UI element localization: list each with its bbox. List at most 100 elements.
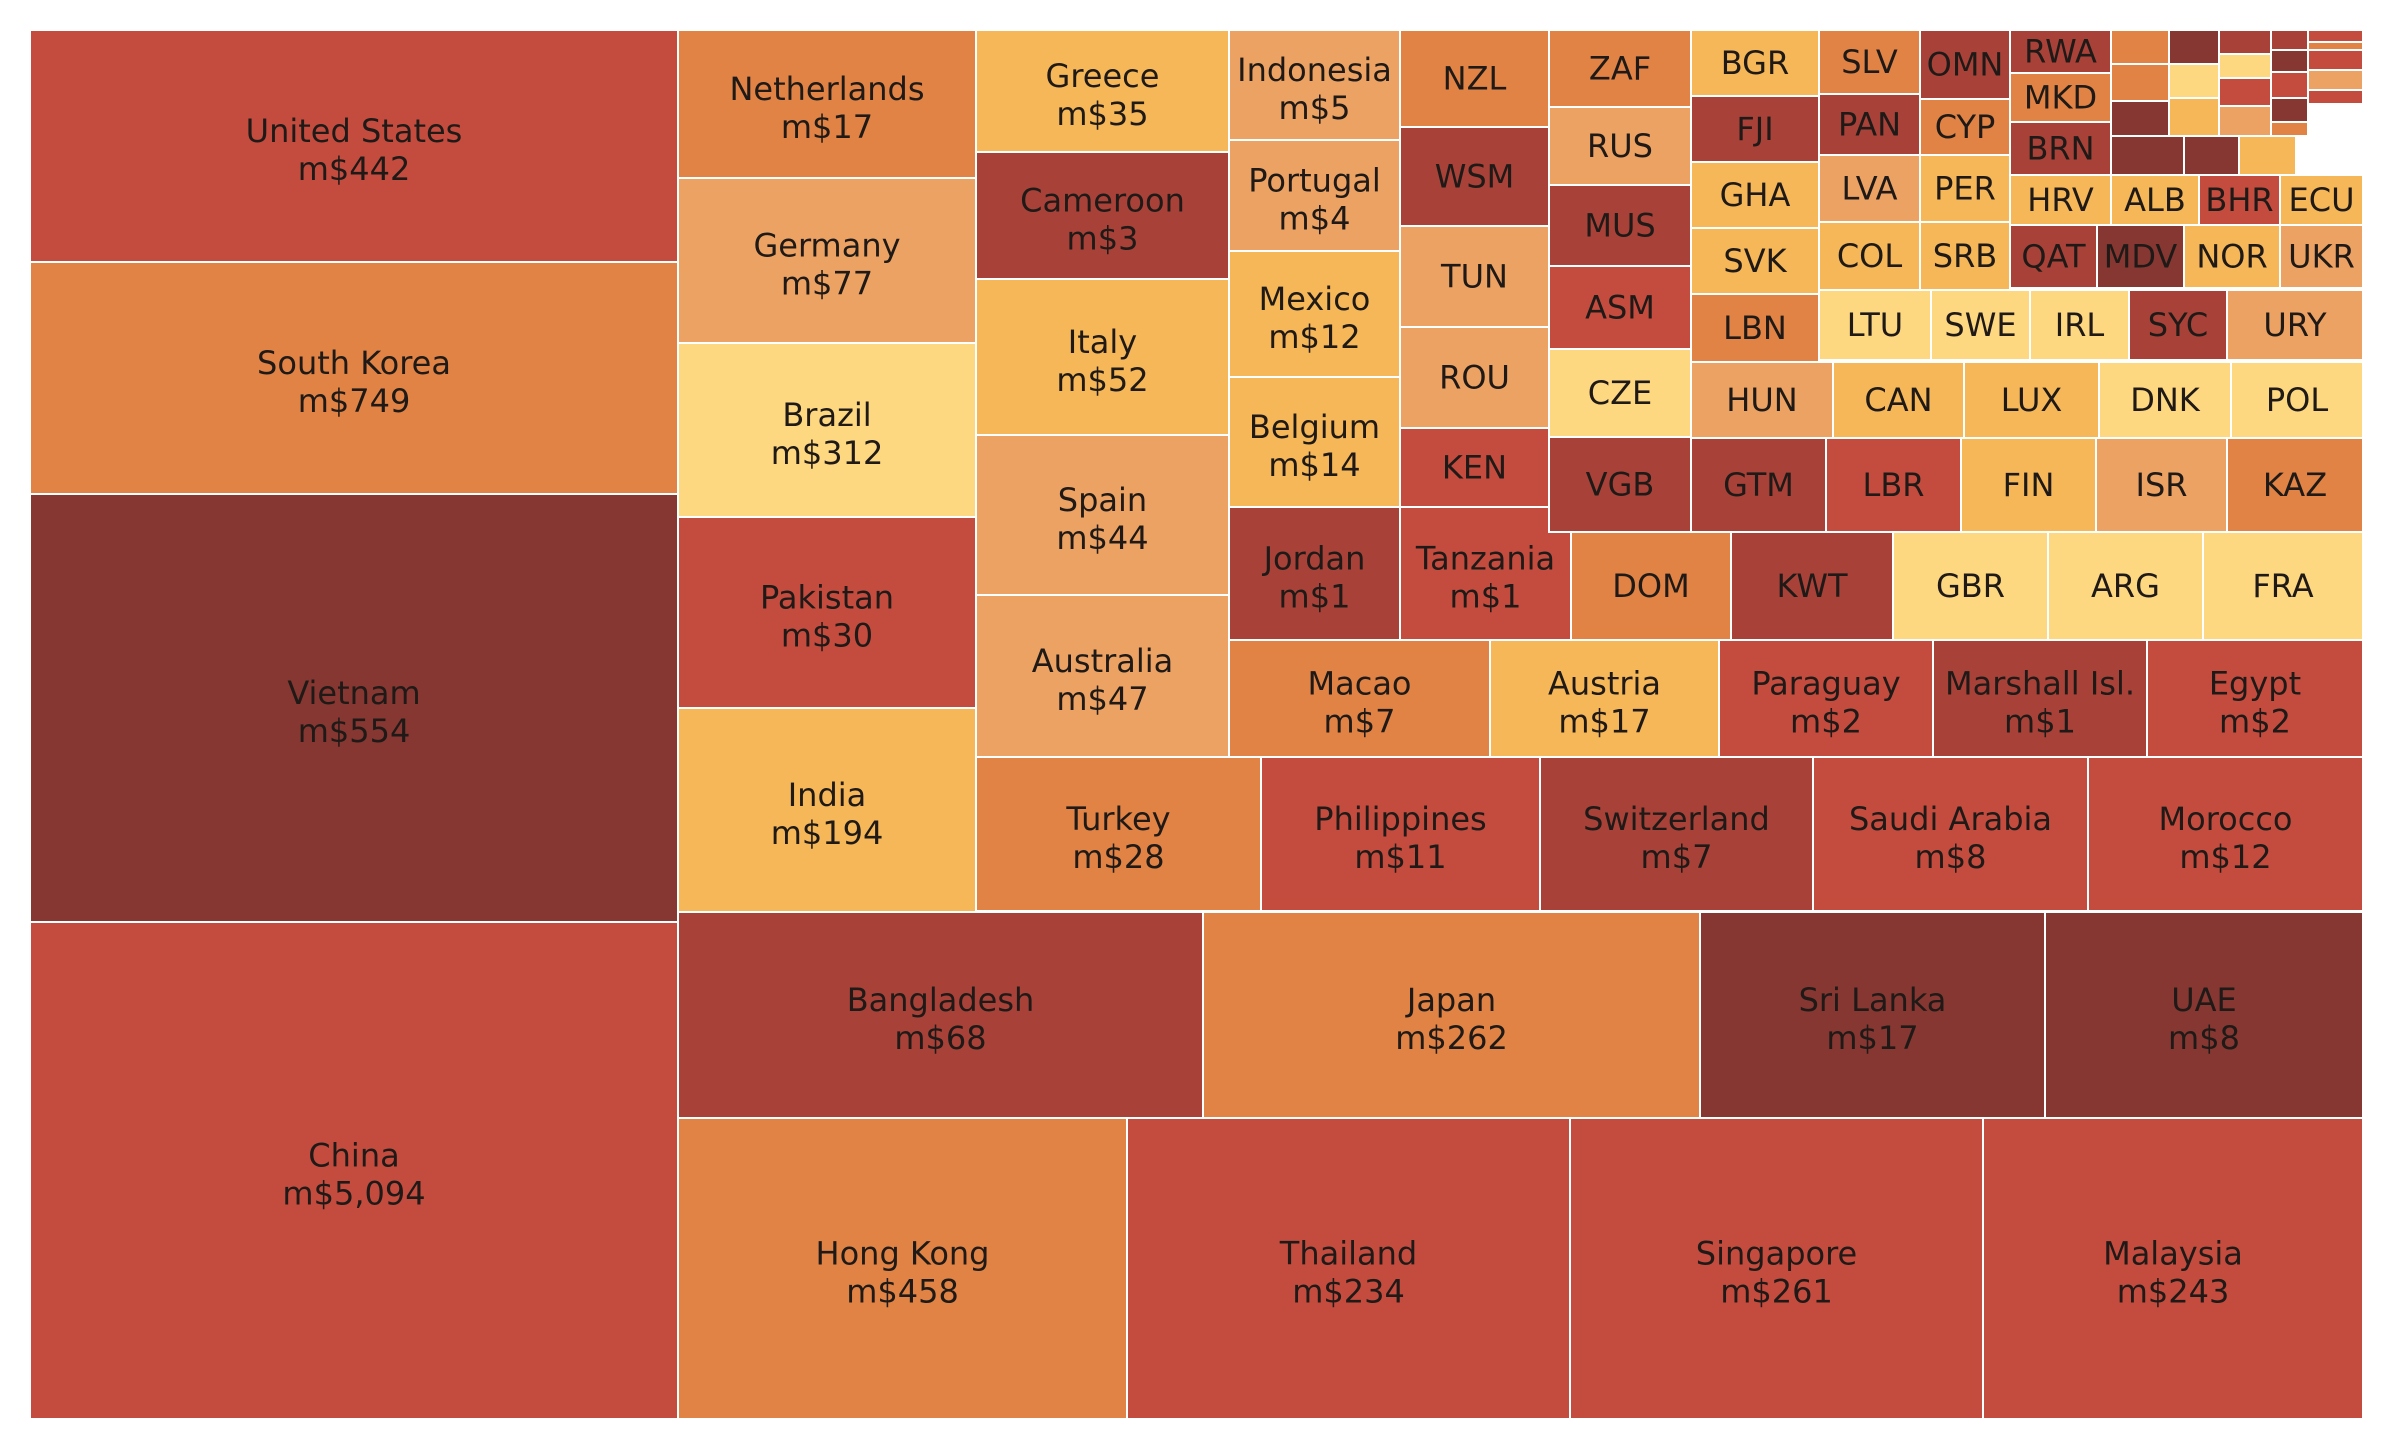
tile-label-kwt: KWT — [1776, 567, 1847, 605]
tile-value-australia: m$47 — [1056, 680, 1148, 718]
tile-label-syc: SYC — [2148, 306, 2208, 344]
tile-label-ury: URY — [2263, 306, 2327, 344]
tile-label-asm: ASM — [1585, 289, 1655, 327]
tile-ury — [2226, 289, 2364, 361]
tile-label-portugal: Portugal — [1248, 162, 1381, 200]
tile-label-fra: FRA — [2252, 567, 2313, 605]
tile-value-thailand: m$234 — [1292, 1273, 1405, 1311]
tile-value-united-states: m$442 — [298, 150, 411, 188]
tile-asm — [1548, 265, 1692, 350]
tile-label-paraguay: Paraguay — [1751, 665, 1900, 703]
tile-label-lva: LVA — [1841, 170, 1897, 208]
tile-label-china: China — [308, 1137, 399, 1175]
tile-vietnam — [29, 493, 679, 923]
tile-mkd — [2009, 72, 2112, 123]
tile-value-cameroon: m$3 — [1067, 220, 1139, 258]
tile-tile-107 — [2168, 97, 2220, 137]
tile-label-cyp: CYP — [1935, 108, 1996, 146]
tile-pakistan — [677, 516, 977, 709]
tile-fra — [2202, 531, 2364, 641]
tile-tile-112 — [2270, 121, 2309, 137]
tile-label-fji: FJI — [1736, 110, 1773, 148]
tile-malaysia — [1982, 1117, 2364, 1420]
tile-switzerland — [1539, 756, 1814, 912]
tile-alb — [2110, 174, 2200, 226]
tile-label-morocco: Morocco — [2159, 800, 2293, 838]
tile-label-tanzania: Tanzania — [1415, 540, 1555, 578]
tile-label-gtm: GTM — [1723, 466, 1794, 504]
tile-value-philippines: m$11 — [1354, 838, 1446, 876]
tile-value-china: m$5,094 — [282, 1175, 425, 1213]
tile-value-belgium: m$14 — [1268, 446, 1360, 484]
tile-value-hong-kong: m$458 — [846, 1273, 959, 1311]
tile-paraguay — [1718, 639, 1934, 758]
tile-label-uae: UAE — [2171, 981, 2237, 1019]
tile-label-mdv: MDV — [2104, 238, 2178, 276]
tile-label-switzerland: Switzerland — [1583, 800, 1770, 838]
tile-label-hong-kong: Hong Kong — [816, 1235, 990, 1273]
tile-label-cze: CZE — [1588, 374, 1652, 412]
tile-macao — [1228, 639, 1491, 758]
tile-label-brn: BRN — [2026, 130, 2094, 168]
tile-label-bhr: BHR — [2205, 181, 2273, 219]
tile-value-jordan: m$1 — [1279, 578, 1351, 616]
tile-belgium — [1228, 376, 1401, 508]
tile-rus — [1548, 106, 1692, 186]
tile-label-wsm: WSM — [1435, 158, 1515, 196]
tile-label-rus: RUS — [1587, 127, 1653, 165]
tile-tanzania — [1399, 506, 1572, 641]
tile-label-vgb: VGB — [1586, 466, 1655, 504]
tile-tile-99 — [2168, 63, 2220, 99]
tile-value-turkey: m$28 — [1072, 838, 1164, 876]
tile-label-ukr: UKR — [2288, 238, 2355, 276]
tile-label-belgium: Belgium — [1249, 408, 1380, 446]
tile-label-nor: NOR — [2196, 238, 2267, 276]
tile-tile-97 — [2307, 29, 2364, 43]
tile-label-turkey: Turkey — [1065, 800, 1170, 838]
tile-italy — [975, 278, 1230, 436]
tile-united-states — [29, 29, 679, 263]
tile-swe — [1930, 289, 2031, 361]
tile-tile-103 — [2307, 49, 2364, 71]
tile-label-greece: Greece — [1046, 57, 1160, 95]
tile-qat — [2009, 224, 2098, 289]
tile-cze — [1548, 348, 1692, 438]
tile-label-bangladesh: Bangladesh — [847, 981, 1035, 1019]
tile-mexico — [1228, 250, 1401, 378]
tile-egypt — [2146, 639, 2364, 758]
tile-kaz — [2226, 437, 2364, 533]
tile-label-lbn: LBN — [1723, 309, 1787, 347]
tile-lbn — [1690, 293, 1820, 363]
tile-label-lux: LUX — [2001, 381, 2063, 419]
tile-irl — [2029, 289, 2130, 361]
tile-thailand — [1126, 1117, 1571, 1420]
tile-label-mexico: Mexico — [1259, 280, 1371, 318]
tile-tile-93 — [2110, 29, 2170, 65]
tile-label-thailand: Thailand — [1279, 1235, 1417, 1273]
tile-label-gha: GHA — [1720, 176, 1791, 214]
tile-tile-111 — [2218, 105, 2272, 137]
tile-tile-100 — [2218, 53, 2272, 79]
tile-label-philippines: Philippines — [1314, 800, 1486, 838]
tile-label-col: COL — [1837, 237, 1903, 275]
tile-tile-98 — [2110, 63, 2170, 102]
tile-label-japan: Japan — [1405, 981, 1496, 1019]
tile-tile-110 — [2307, 89, 2364, 105]
tile-value-indonesia: m$5 — [1279, 89, 1351, 127]
tile-ukr — [2279, 224, 2364, 289]
tile-pol — [2230, 361, 2364, 439]
tile-label-dom: DOM — [1612, 567, 1689, 605]
tile-label-sri-lanka: Sri Lanka — [1799, 981, 1947, 1019]
tile-ken — [1399, 427, 1550, 508]
tile-tile-104 — [2270, 71, 2309, 99]
tile-label-saudi-arabia: Saudi Arabia — [1849, 800, 2052, 838]
tile-label-macao: Macao — [1308, 665, 1412, 703]
tile-value-egypt: m$2 — [2219, 703, 2291, 741]
tile-label-alb: ALB — [2124, 181, 2186, 219]
tile-label-isr: ISR — [2136, 466, 2188, 504]
tile-label-united-states: United States — [246, 112, 463, 150]
tile-label-germany: Germany — [753, 227, 900, 265]
tile-label-qat: QAT — [2021, 238, 2086, 276]
